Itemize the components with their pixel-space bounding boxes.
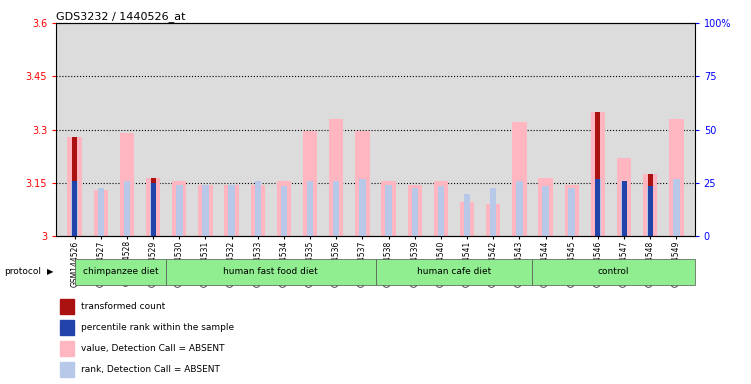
Bar — [71, 181, 78, 236]
Bar — [412, 188, 418, 236]
Bar — [669, 119, 683, 236]
Bar — [60, 299, 74, 314]
Bar — [595, 179, 601, 236]
Bar — [596, 179, 600, 236]
Bar — [124, 181, 130, 236]
Bar — [673, 179, 680, 236]
Bar — [516, 181, 523, 236]
Bar — [198, 185, 213, 236]
Bar — [255, 181, 261, 236]
Text: ▶: ▶ — [47, 267, 53, 276]
Bar — [276, 181, 291, 236]
Bar — [172, 181, 186, 236]
Bar — [622, 181, 626, 236]
Bar — [376, 259, 532, 285]
Bar — [647, 186, 653, 236]
Bar — [307, 181, 313, 236]
Bar — [359, 179, 366, 236]
Bar — [281, 186, 287, 236]
Bar — [202, 185, 209, 236]
Bar — [434, 181, 448, 236]
Bar — [408, 185, 422, 236]
Bar — [176, 185, 182, 236]
Bar — [151, 183, 155, 236]
Text: human fast food diet: human fast food diet — [224, 267, 318, 276]
Bar — [617, 158, 632, 236]
Bar — [591, 112, 605, 236]
Bar — [68, 137, 82, 236]
Text: rank, Detection Call = ABSENT: rank, Detection Call = ABSENT — [81, 365, 220, 374]
Text: value, Detection Call = ABSENT: value, Detection Call = ABSENT — [81, 344, 225, 353]
Bar — [382, 181, 396, 236]
Bar — [464, 194, 470, 236]
Bar — [98, 188, 104, 236]
Bar — [385, 185, 392, 236]
Bar — [150, 183, 156, 236]
Bar — [60, 341, 74, 356]
Text: protocol: protocol — [4, 267, 41, 276]
Bar — [146, 177, 160, 236]
Bar — [643, 174, 657, 236]
Text: GDS3232 / 1440526_at: GDS3232 / 1440526_at — [56, 11, 185, 22]
Bar — [438, 186, 444, 236]
Bar — [355, 131, 369, 236]
Bar — [72, 181, 77, 236]
Bar — [74, 259, 166, 285]
Bar — [303, 131, 317, 236]
Bar — [542, 186, 549, 236]
Bar — [596, 112, 600, 236]
Text: transformed count: transformed count — [81, 302, 165, 311]
Bar — [569, 188, 575, 236]
Bar — [166, 259, 376, 285]
Bar — [251, 185, 265, 236]
Text: percentile rank within the sample: percentile rank within the sample — [81, 323, 234, 332]
Bar — [119, 133, 134, 236]
Bar — [225, 185, 239, 236]
Bar — [538, 177, 553, 236]
Bar — [490, 188, 496, 236]
Bar — [512, 122, 526, 236]
Bar — [621, 181, 627, 236]
Text: control: control — [598, 267, 629, 276]
Bar — [460, 202, 475, 236]
Bar — [647, 174, 653, 236]
Bar — [647, 186, 653, 236]
Bar — [60, 320, 74, 335]
Bar — [532, 259, 695, 285]
Text: human cafe diet: human cafe diet — [417, 267, 491, 276]
Bar — [228, 185, 235, 236]
Bar — [72, 137, 77, 236]
Bar — [333, 181, 339, 236]
Bar — [151, 177, 155, 236]
Bar — [94, 190, 108, 236]
Text: chimpanzee diet: chimpanzee diet — [83, 267, 158, 276]
Bar — [329, 119, 343, 236]
Bar — [486, 204, 500, 236]
Bar — [60, 362, 74, 377]
Bar — [565, 185, 579, 236]
